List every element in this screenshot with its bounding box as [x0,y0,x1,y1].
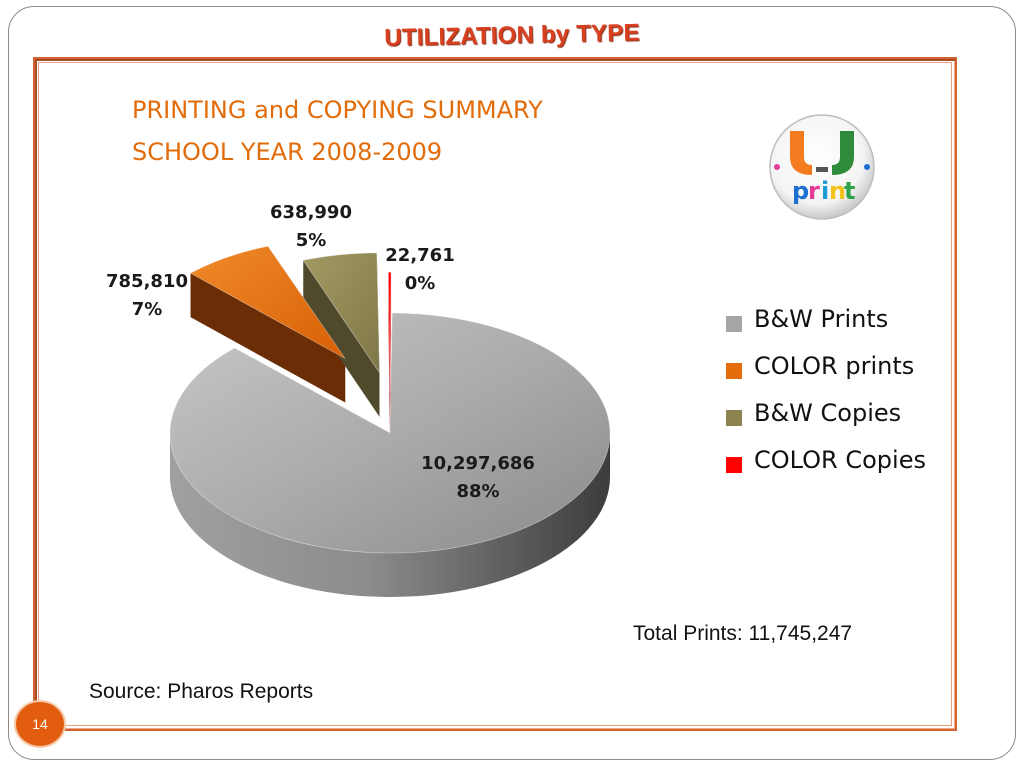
page-number-badge: 14 [14,700,66,748]
svg-text:i: i [821,177,829,205]
data-label-color-copies: 22,761 0% [380,242,460,298]
data-label-value: 785,810 [106,271,188,292]
pie-wall-color-prints-0 [190,273,346,403]
pie-slice-color-prints [189,245,346,359]
legend-label: B&W Prints [754,305,889,333]
data-label-color-prints: 785,810 7% [104,268,190,324]
legend-swatch [726,316,742,332]
data-label-bw-prints: 10,297,686 88% [414,450,542,506]
svg-text:r: r [808,177,820,205]
data-label-value: 10,297,686 [421,453,535,474]
legend-label: COLOR prints [754,352,915,380]
legend-swatch [726,410,742,426]
total-prints-text: Total Prints: 11,745,247 [633,622,853,645]
pie-wall-color-copies-0 [388,272,390,437]
legend-swatch [726,363,742,379]
data-label-percent: 88% [456,481,500,502]
svg-text:n: n [829,177,846,205]
svg-text:t: t [844,177,855,205]
legend-label: COLOR Copies [754,446,926,474]
pie-wall-bw-copies-0 [303,260,380,417]
data-label-percent: 0% [404,273,436,294]
data-label-percent: 5% [295,230,327,251]
pie-side-bw-prints-0 [170,433,610,597]
u-print-logo-icon: p r i n t [769,114,875,220]
legend-label: B&W Copies [754,399,902,427]
pie-slice-bw-prints [169,312,611,554]
data-label-percent: 7% [131,299,163,320]
pie-slice-bw-copies [302,252,380,375]
chart-title-line-1: PRINTING and COPYING SUMMARY [132,96,543,124]
svg-text:p: p [792,177,809,205]
content-box-inner-border [38,62,952,726]
legend-swatch [726,457,742,473]
data-label-bw-copies: 638,990 5% [268,199,354,255]
pie-wall-color-copies-1 [389,272,392,437]
chart-title-line-2: SCHOOL YEAR 2008-2009 [132,138,443,166]
source-text: Source: Pharos Reports [89,680,314,703]
data-label-value: 22,761 [385,245,455,266]
data-label-value: 638,990 [270,202,352,223]
pie-slice-color-copies [387,271,392,393]
